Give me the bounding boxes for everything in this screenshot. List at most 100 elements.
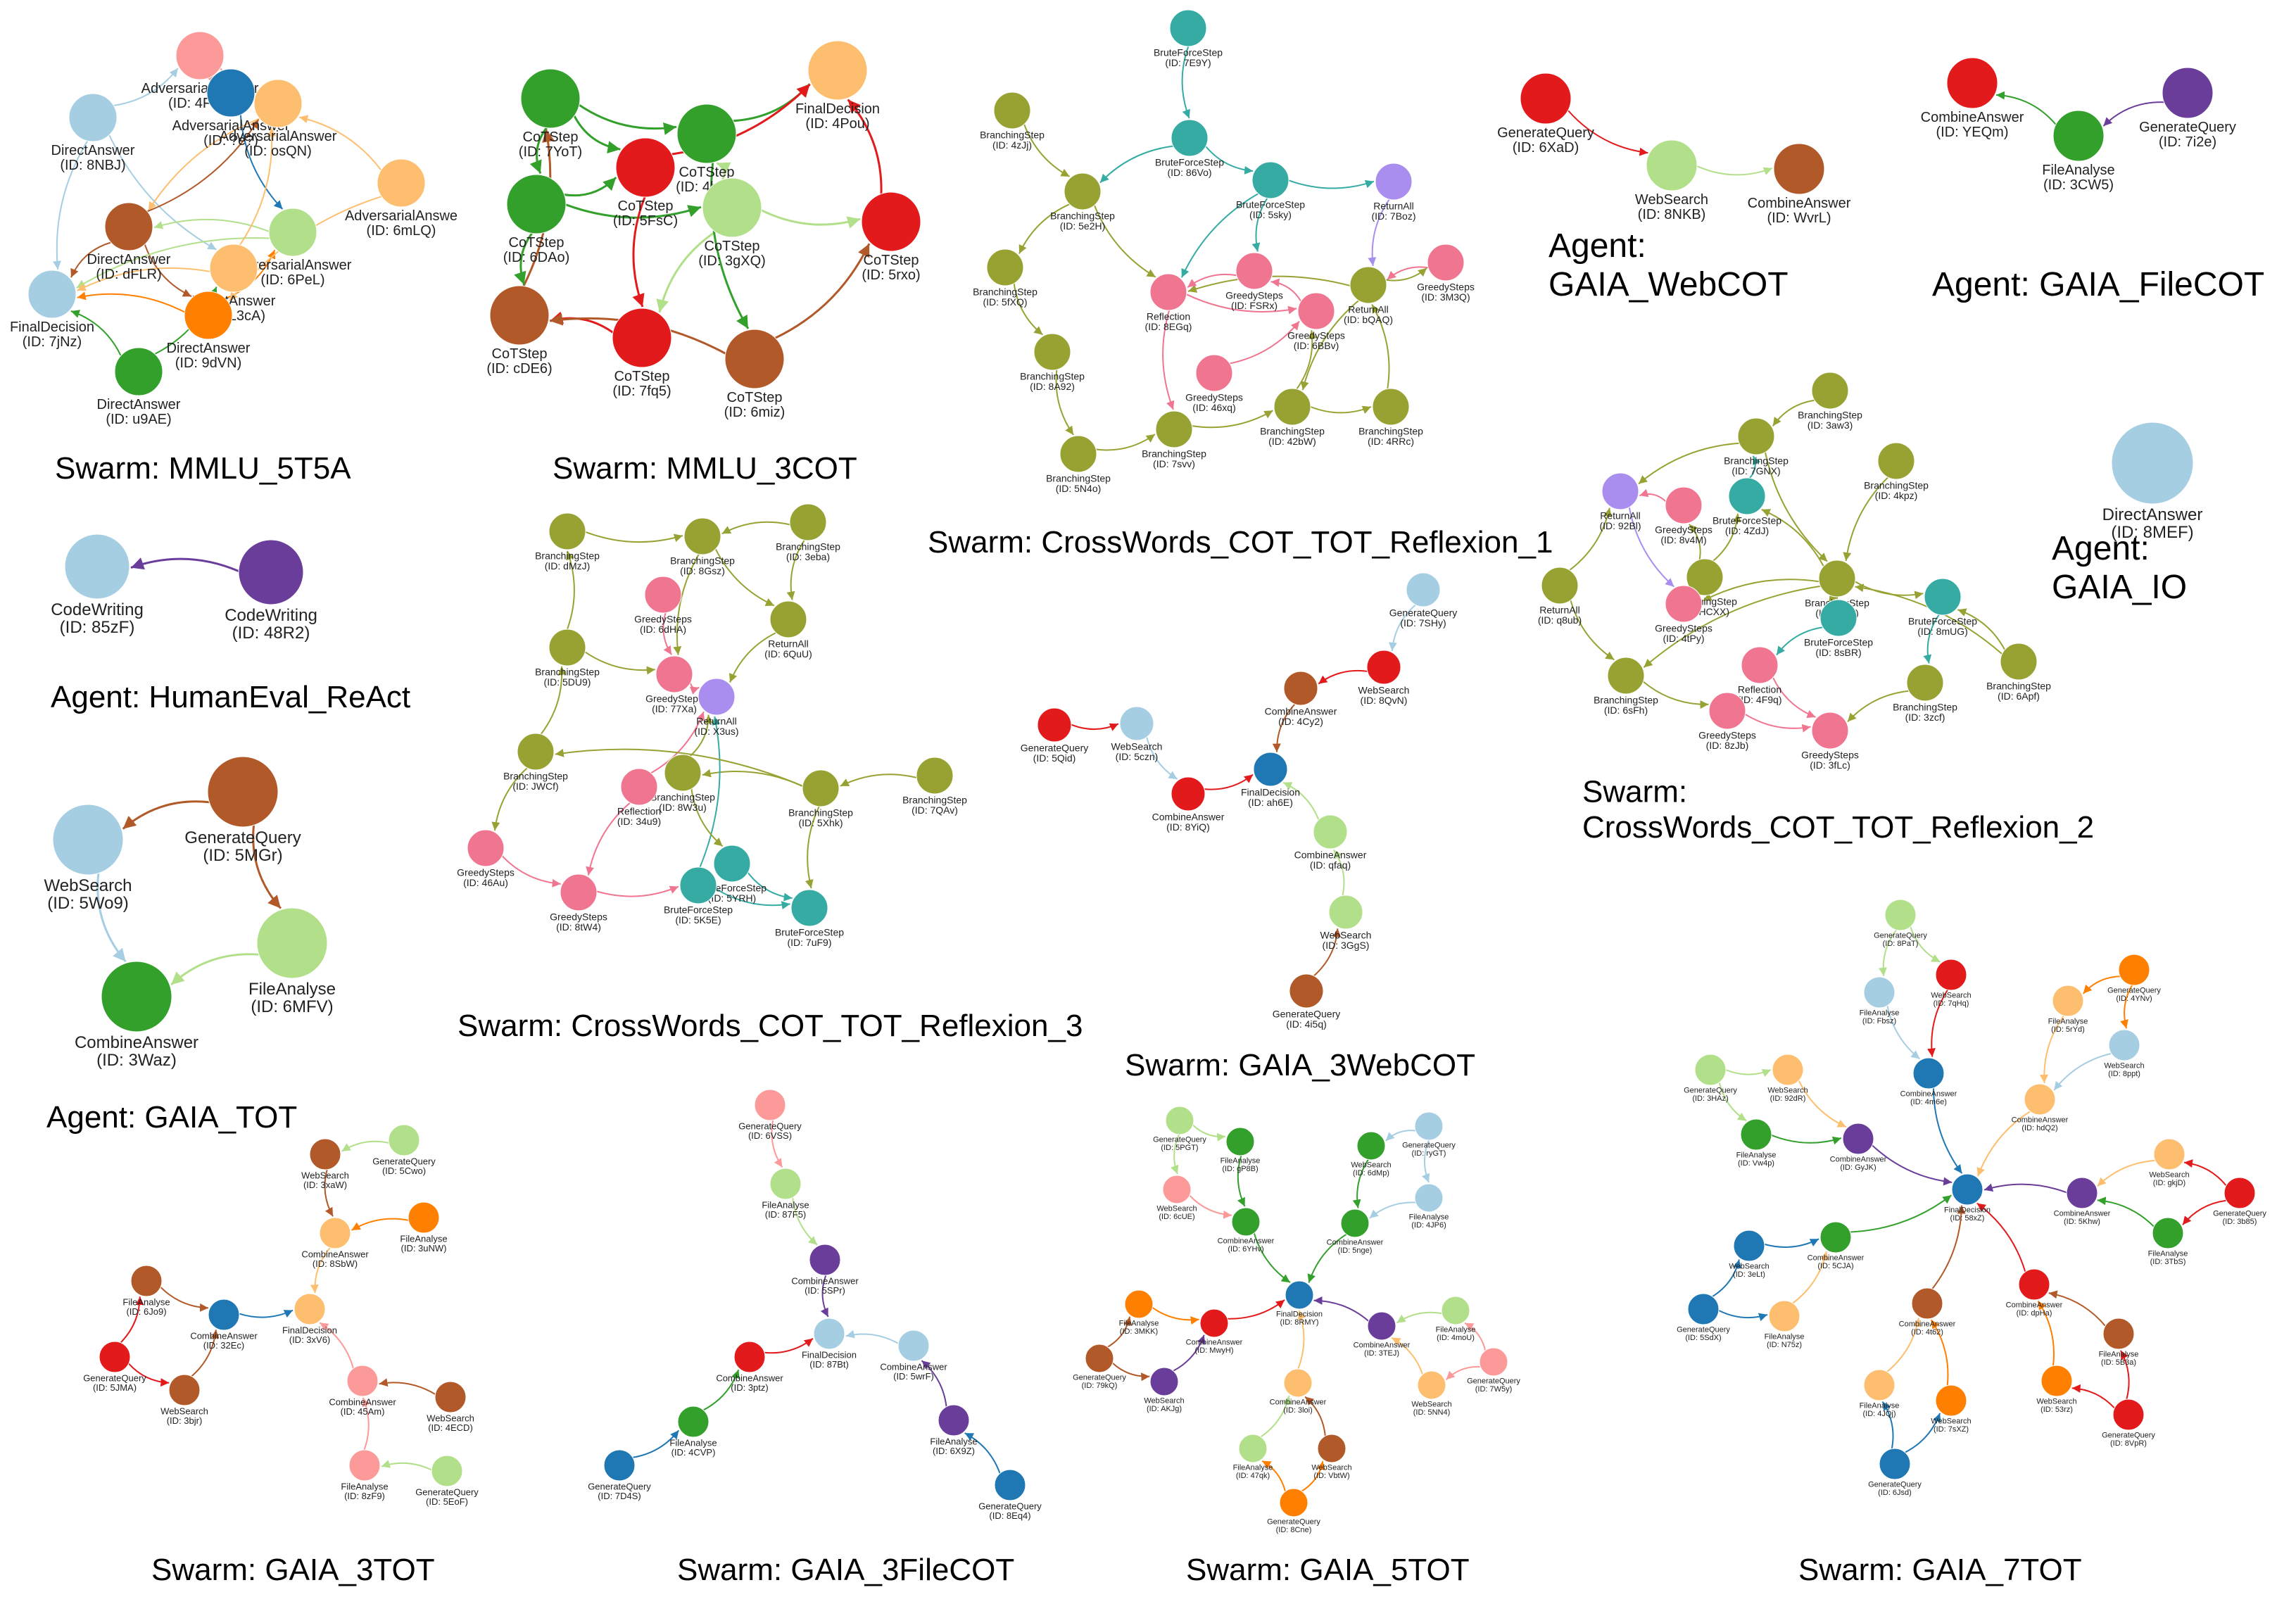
node-tot7-p22[interactable]: FileAnalyse(ID: N75z): [1765, 1300, 1805, 1349]
node-circle[interactable]: [1924, 578, 1962, 616]
node-circle[interactable]: [1085, 1344, 1114, 1373]
node-circle[interactable]: [1773, 143, 1825, 195]
node-circle[interactable]: [1367, 1311, 1396, 1341]
node-cw1-c6[interactable]: BranchingStep(ID: 5e2H): [1050, 172, 1115, 232]
node-circle[interactable]: [208, 1299, 240, 1331]
node-mmlu5t5a-n10[interactable]: DirectAnswer(ID: 9dVN): [167, 291, 251, 371]
node-circle[interactable]: [101, 961, 172, 1033]
node-tot5-m21[interactable]: GenerateQuery(ID: 8Cne): [1267, 1488, 1320, 1534]
node-cw2-e2[interactable]: BranchingStep(ID: 7GNX): [1724, 417, 1789, 476]
node-cw1-c12[interactable]: GreedySteps(ID: 6BBv): [1287, 292, 1345, 351]
node-tot7-p10[interactable]: WebSearch(ID: 92dR): [1767, 1054, 1808, 1103]
node-cw2-e18[interactable]: GreedySteps(ID: 3fLc): [1801, 712, 1859, 771]
node-cw3-d2[interactable]: BranchingStep(ID: 8Gsz): [670, 517, 735, 576]
node-cw1-c2[interactable]: BranchingStep(ID: 4zJj): [980, 91, 1045, 151]
node-mmlu3cot-a6[interactable]: CoTStep(ID: 3gXQ): [698, 177, 766, 269]
node-tot5-m14[interactable]: GenerateQuery(ID: 79kQ): [1073, 1344, 1126, 1390]
node-circle[interactable]: [1155, 410, 1193, 448]
node-circle[interactable]: [309, 1138, 341, 1170]
node-tot5-m12[interactable]: CombineAnswer(ID: 3TEJ): [1354, 1311, 1411, 1358]
node-cw3-d12[interactable]: BranchingStep(ID: 7QAv): [902, 757, 967, 816]
node-webcot3-g3[interactable]: CombineAnswer(ID: 4Cy2): [1265, 671, 1337, 727]
node-circle[interactable]: [603, 1449, 636, 1482]
node-circle[interactable]: [1863, 1369, 1896, 1401]
node-circle[interactable]: [620, 768, 658, 806]
node-circle[interactable]: [560, 873, 598, 911]
node-circle[interactable]: [1251, 161, 1289, 199]
node-circle[interactable]: [1273, 388, 1311, 426]
node-filecot3-l5[interactable]: CombineAnswer(ID: 3ptz): [716, 1341, 783, 1393]
node-circle[interactable]: [1059, 435, 1097, 473]
node-circle[interactable]: [1946, 57, 1998, 109]
node-circle[interactable]: [348, 1449, 381, 1482]
node-tot7-p21[interactable]: GenerateQuery(ID: 5SdX): [1677, 1293, 1730, 1342]
node-filecot-f1[interactable]: CombineAnswer(ID: YEQm): [1921, 57, 2024, 140]
node-circle[interactable]: [1877, 442, 1915, 480]
node-tot7-p25[interactable]: WebSearch(ID: 53rz): [2036, 1365, 2077, 1414]
node-circle[interactable]: [388, 1124, 420, 1156]
node-circle[interactable]: [897, 1330, 930, 1362]
node-mmlu5t5a-n7[interactable]: AdversarialAnswer(ID: 6PeL): [234, 208, 352, 288]
node-circle[interactable]: [1541, 567, 1579, 605]
node-circle[interactable]: [1297, 292, 1335, 330]
node-circle[interactable]: [698, 678, 736, 716]
node-circle[interactable]: [209, 244, 258, 293]
node-cw1-c10[interactable]: GreedySteps(ID: 3M3Q): [1417, 244, 1475, 303]
node-webcot3-g6[interactable]: FinalDecision(ID: ah6E): [1241, 752, 1300, 808]
node-tot7-p27[interactable]: WebSearch(ID: 7sXZ): [1931, 1384, 1972, 1434]
node-circle[interactable]: [1356, 1131, 1386, 1161]
node-circle[interactable]: [807, 40, 868, 101]
node-tot5-m10[interactable]: FileAnalyse(ID: 3MKK): [1119, 1289, 1159, 1336]
node-circle[interactable]: [2224, 1177, 2256, 1209]
node-mmlu3cot-a8[interactable]: CoTStep(ID: cDE6): [486, 285, 553, 377]
node-circle[interactable]: [1646, 139, 1698, 191]
node-cw2-e17[interactable]: GreedySteps(ID: 8zJb): [1698, 692, 1756, 751]
node-circle[interactable]: [1225, 1127, 1255, 1156]
node-circle[interactable]: [733, 1341, 766, 1373]
node-tot7-p13[interactable]: WebSearch(ID: gkjD): [2149, 1138, 2190, 1187]
node-tot3-k11[interactable]: WebSearch(ID: 4ECD): [427, 1381, 474, 1433]
node-mmlu5t5a-n9[interactable]: FinalDecision(ID: 7jNz): [10, 270, 94, 350]
node-tot7-p26[interactable]: FileAnalyse(ID: 4JQj): [1860, 1369, 1900, 1418]
node-circle[interactable]: [1149, 273, 1187, 311]
node-circle[interactable]: [1064, 172, 1102, 210]
node-circle[interactable]: [294, 1293, 326, 1325]
node-circle[interactable]: [1768, 1300, 1800, 1332]
node-circle[interactable]: [1366, 650, 1401, 685]
node-circle[interactable]: [27, 270, 77, 319]
node-tot7-p2[interactable]: FileAnalyse(ID: Fbsz): [1860, 976, 1900, 1025]
node-tot7-p29[interactable]: GenerateQuery(ID: 6Jsd): [1868, 1448, 1922, 1497]
node-circle[interactable]: [1811, 372, 1849, 410]
node-circle[interactable]: [1231, 1207, 1261, 1237]
node-circle[interactable]: [809, 1244, 841, 1276]
node-tot7-p14[interactable]: GenerateQuery(ID: 3b85): [2213, 1177, 2266, 1226]
node-tot5-m9[interactable]: FinalDecision(ID: 8RMY): [1276, 1280, 1323, 1327]
node-circle[interactable]: [1911, 1287, 1943, 1320]
node-cw2-e14[interactable]: BranchingStep(ID: 6sFh): [1594, 657, 1658, 716]
node-circle[interactable]: [1313, 814, 1348, 850]
node-tot3-k12[interactable]: FileAnalyse(ID: 8zF9): [341, 1449, 389, 1501]
node-circle[interactable]: [2024, 1083, 2056, 1116]
node-tot5-m4[interactable]: GenerateQuery(ID: ryGT): [1402, 1111, 1456, 1158]
node-circle[interactable]: [1607, 657, 1645, 695]
node-circle[interactable]: [517, 733, 555, 771]
node-circle[interactable]: [1033, 333, 1071, 371]
node-mmlu3cot-a9[interactable]: CoTStep(ID: 7fq5): [612, 308, 672, 399]
node-circle[interactable]: [1417, 1370, 1446, 1400]
node-circle[interactable]: [1171, 119, 1209, 157]
node-mmlu3cot-a10[interactable]: CoTStep(ID: 6miz): [724, 329, 786, 420]
node-webcot3-g7[interactable]: CombineAnswer(ID: 8YiQ): [1152, 776, 1225, 833]
node-circle[interactable]: [683, 517, 721, 555]
node-circle[interactable]: [1317, 1434, 1346, 1463]
node-circle[interactable]: [1375, 163, 1413, 201]
node-circle[interactable]: [114, 347, 163, 396]
node-tot7-p4[interactable]: CombineAnswer(ID: 4m6e): [1900, 1057, 1957, 1106]
node-tot7-p20[interactable]: CombineAnswer(ID: dpHa): [2006, 1268, 2063, 1318]
node-circle[interactable]: [1253, 752, 1288, 787]
node-circle[interactable]: [1279, 1488, 1308, 1517]
node-mmlu5t5a-n1[interactable]: DirectAnswer(ID: 8NBJ): [51, 93, 135, 173]
node-filecot-f2[interactable]: FileAnalyse(ID: 3CW5): [2042, 110, 2115, 193]
node-circle[interactable]: [1238, 1434, 1268, 1463]
node-circle[interactable]: [1372, 388, 1410, 426]
node-cw3-d7[interactable]: GreedySteps(ID: 77Xa): [645, 655, 703, 714]
